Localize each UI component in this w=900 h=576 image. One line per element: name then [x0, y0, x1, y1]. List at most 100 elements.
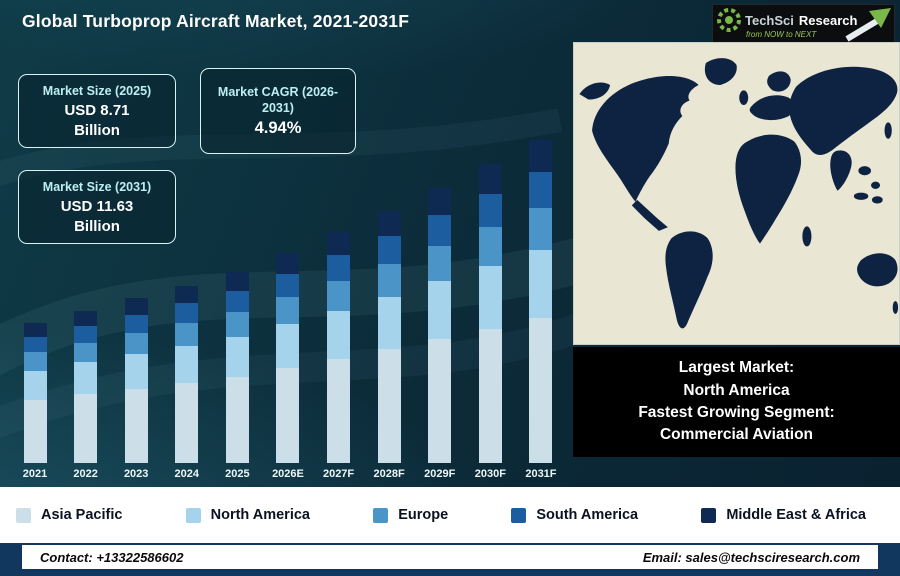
bar-stack — [23, 323, 47, 463]
bar-segment-europe — [23, 352, 47, 371]
x-axis-label: 2029F — [424, 468, 456, 480]
bar-segment-europe — [74, 342, 98, 363]
legend-item: Asia Pacific — [16, 507, 122, 523]
stat-unit: Billion — [74, 122, 120, 140]
bar-segment-middle-east-africa — [478, 164, 502, 195]
bar-segment-middle-east-africa — [175, 285, 199, 304]
x-axis-label: 2025 — [225, 468, 250, 480]
x-axis-label: 2026E — [272, 468, 304, 480]
bar-column: 2029F — [415, 187, 465, 482]
bar-stack — [327, 232, 351, 463]
bar-column: 2023 — [111, 298, 161, 482]
x-axis-label: 2028F — [373, 468, 405, 480]
bar-segment-north-america — [377, 296, 401, 350]
bar-column: 2031F — [516, 139, 566, 482]
bar-segment-asia-pacific — [276, 368, 300, 463]
legend-label: Europe — [398, 507, 449, 523]
bar-segment-north-america — [529, 249, 553, 318]
footer-email: Email: sales@techsciresearch.com — [642, 549, 860, 565]
gear-icon — [717, 8, 741, 32]
stat-value: USD 11.63 — [60, 198, 134, 216]
legend-item: Middle East & Africa — [701, 507, 866, 523]
x-axis-label: 2023 — [123, 468, 149, 480]
bar-segment-europe — [327, 280, 351, 311]
logo-brand-secondary: Research — [799, 13, 858, 28]
legend-label: North America — [210, 507, 310, 523]
bar-segment-europe — [428, 245, 452, 282]
bar-segment-europe — [478, 227, 502, 266]
x-axis-label: 2022 — [73, 468, 98, 480]
bar-segment-south-america — [23, 337, 47, 353]
stat-label: Market Size (2025) — [42, 83, 152, 98]
highlight-line: Fastest Growing Segment: — [638, 404, 835, 421]
bar-segment-middle-east-africa — [377, 210, 401, 236]
x-axis-label: 2027F — [322, 468, 355, 480]
stat-box-market-cagr: Market CAGR (2026-2031) 4.94% — [200, 68, 356, 154]
bar-segment-middle-east-africa — [327, 232, 351, 256]
bar-stack — [478, 164, 502, 463]
bar-stack — [124, 298, 148, 463]
bar-segment-north-america — [276, 324, 300, 369]
bar-column: 2026E — [263, 252, 313, 482]
bar-segment-middle-east-africa — [124, 298, 148, 315]
techsci-logo: TechSci Research from NOW to NEXT — [712, 4, 895, 46]
bar-segment-europe — [276, 296, 300, 325]
arrow-icon — [845, 8, 891, 42]
bar-segment-asia-pacific — [428, 339, 452, 463]
footer-left-cap — [0, 543, 22, 576]
bar-segment-middle-east-africa — [225, 272, 249, 292]
bar-segment-north-america — [74, 362, 98, 395]
bar-segment-middle-east-africa — [428, 187, 452, 216]
highlight-line: Commercial Aviation — [659, 426, 814, 444]
bar-segment-north-america — [327, 310, 351, 360]
legend-item: South America — [511, 507, 638, 523]
bar-column: 2021 — [10, 323, 60, 482]
bar-segment-south-america — [529, 172, 553, 208]
legend-item: Europe — [373, 507, 448, 523]
bar-segment-europe — [377, 263, 401, 297]
legend-label: Asia Pacific — [41, 507, 123, 523]
stat-value: 4.94% — [254, 119, 302, 138]
stat-box-market-size-2031: Market Size (2031) USD 11.63 Billion — [18, 170, 176, 244]
bar-segment-south-america — [377, 235, 401, 264]
bar-column: 2024 — [162, 285, 212, 482]
bar-segment-asia-pacific — [175, 383, 199, 463]
bar-segment-north-america — [225, 337, 249, 378]
logo-brand-primary: TechSci — [745, 13, 794, 28]
bar-segment-europe — [124, 332, 148, 355]
chart-legend: Asia Pacific North America Europe South Ame… — [0, 487, 900, 543]
bar-column: 2027F — [314, 232, 364, 482]
bar-segment-europe — [529, 207, 553, 250]
legend-swatch — [185, 507, 201, 523]
bar-column: 2025 — [212, 272, 262, 482]
footer-right-cap — [878, 543, 900, 576]
bar-segment-south-america — [276, 273, 300, 297]
legend-swatch — [511, 507, 527, 523]
bar-segment-europe — [225, 312, 249, 338]
bar-segment-south-america — [74, 326, 98, 343]
stat-label: Market Size (2031) — [42, 179, 152, 194]
bar-segment-asia-pacific — [327, 359, 351, 463]
bar-chart: 2021 2022 2023 2024 2025 2026E 2027F 2028F 2029F… — [10, 118, 566, 482]
legend-label: Middle East & Africa — [726, 507, 866, 523]
bar-segment-north-america — [428, 281, 452, 340]
bar-column: 2030F — [465, 164, 515, 482]
x-axis-label: 2031F — [525, 468, 557, 480]
bar-segment-asia-pacific — [124, 388, 148, 463]
market-highlight-box: Largest Market: North America Fastest Gr… — [573, 347, 900, 457]
bar-stack — [529, 139, 553, 463]
world-map-graphic — [574, 43, 899, 344]
bar-segment-middle-east-africa — [74, 310, 98, 326]
techsci-logo-graphic: TechSci Research from NOW to NEXT — [717, 8, 891, 42]
legend-swatch — [16, 507, 31, 523]
page-title: Global Turboprop Aircraft Market, 2021-2… — [22, 11, 410, 31]
bar-segment-asia-pacific — [478, 328, 502, 463]
bar-segment-south-america — [478, 194, 502, 228]
bar-column: 2028F — [364, 210, 414, 483]
highlight-line: Largest Market: — [678, 359, 795, 377]
bar-segment-asia-pacific — [225, 377, 249, 463]
bar-segment-asia-pacific — [23, 399, 47, 463]
bar-column: 2022 — [61, 310, 111, 482]
